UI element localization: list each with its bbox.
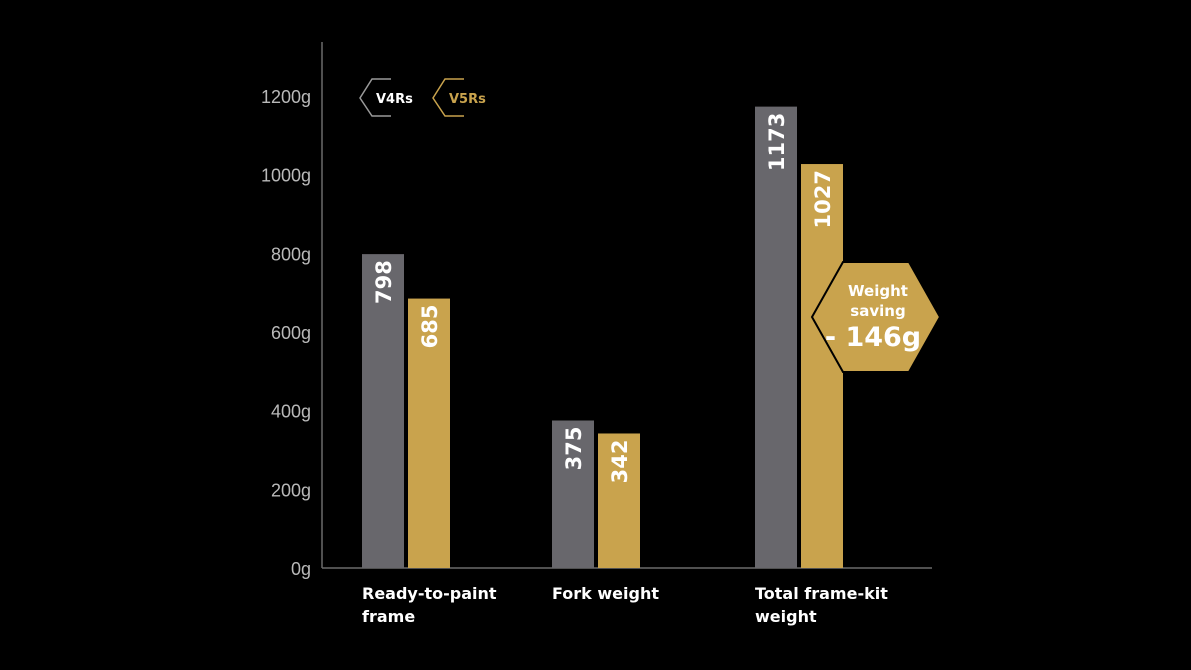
bar-value-label: 375: [562, 427, 586, 471]
bar-value-label: 685: [418, 305, 442, 349]
category-label: Ready-to-paint frame: [362, 584, 497, 626]
bar-v4rs: [362, 254, 404, 568]
y-tick-label: 1000g: [261, 166, 311, 186]
legend-label: V5Rs: [449, 92, 486, 107]
legend: V4Rs V5Rs: [359, 78, 486, 117]
bar-value-label: 1027: [811, 170, 835, 228]
bar-v4rs: [552, 420, 594, 568]
y-tick-label: 0g: [291, 559, 311, 579]
legend-marker: [432, 78, 464, 117]
badge-line-1: Weight: [848, 282, 908, 300]
bar-v5rs: [801, 164, 843, 568]
y-tick-label: 200g: [271, 480, 311, 500]
y-tick-label: 800g: [271, 244, 311, 264]
bars: 798 685 375 342 1173 1027: [362, 106, 843, 569]
category-labels: Ready-to-paint frame Fork weight Total fram…: [362, 584, 888, 626]
category-label: Fork weight: [552, 584, 659, 603]
y-tick-label: 400g: [271, 402, 311, 422]
y-tick-label: 1200g: [261, 87, 311, 107]
legend-marker: [359, 78, 391, 117]
badge-saving-value: - 146g: [825, 322, 921, 353]
legend-label: V4Rs: [376, 92, 413, 107]
bar-value-label: 798: [372, 260, 396, 304]
bar-v5rs: [598, 433, 640, 568]
bar-v4rs: [755, 106, 797, 569]
weight-saving-badge: Weight saving - 146g: [810, 261, 942, 373]
bar-value-label: 342: [608, 439, 632, 483]
badge-hexagon: [810, 261, 942, 373]
y-tick-label: 600g: [271, 323, 311, 343]
bar-v5rs: [408, 298, 450, 568]
bar-value-label: 1173: [765, 113, 789, 171]
badge-line-2: saving: [850, 302, 905, 320]
category-label: Total frame-kit weight: [755, 584, 888, 626]
